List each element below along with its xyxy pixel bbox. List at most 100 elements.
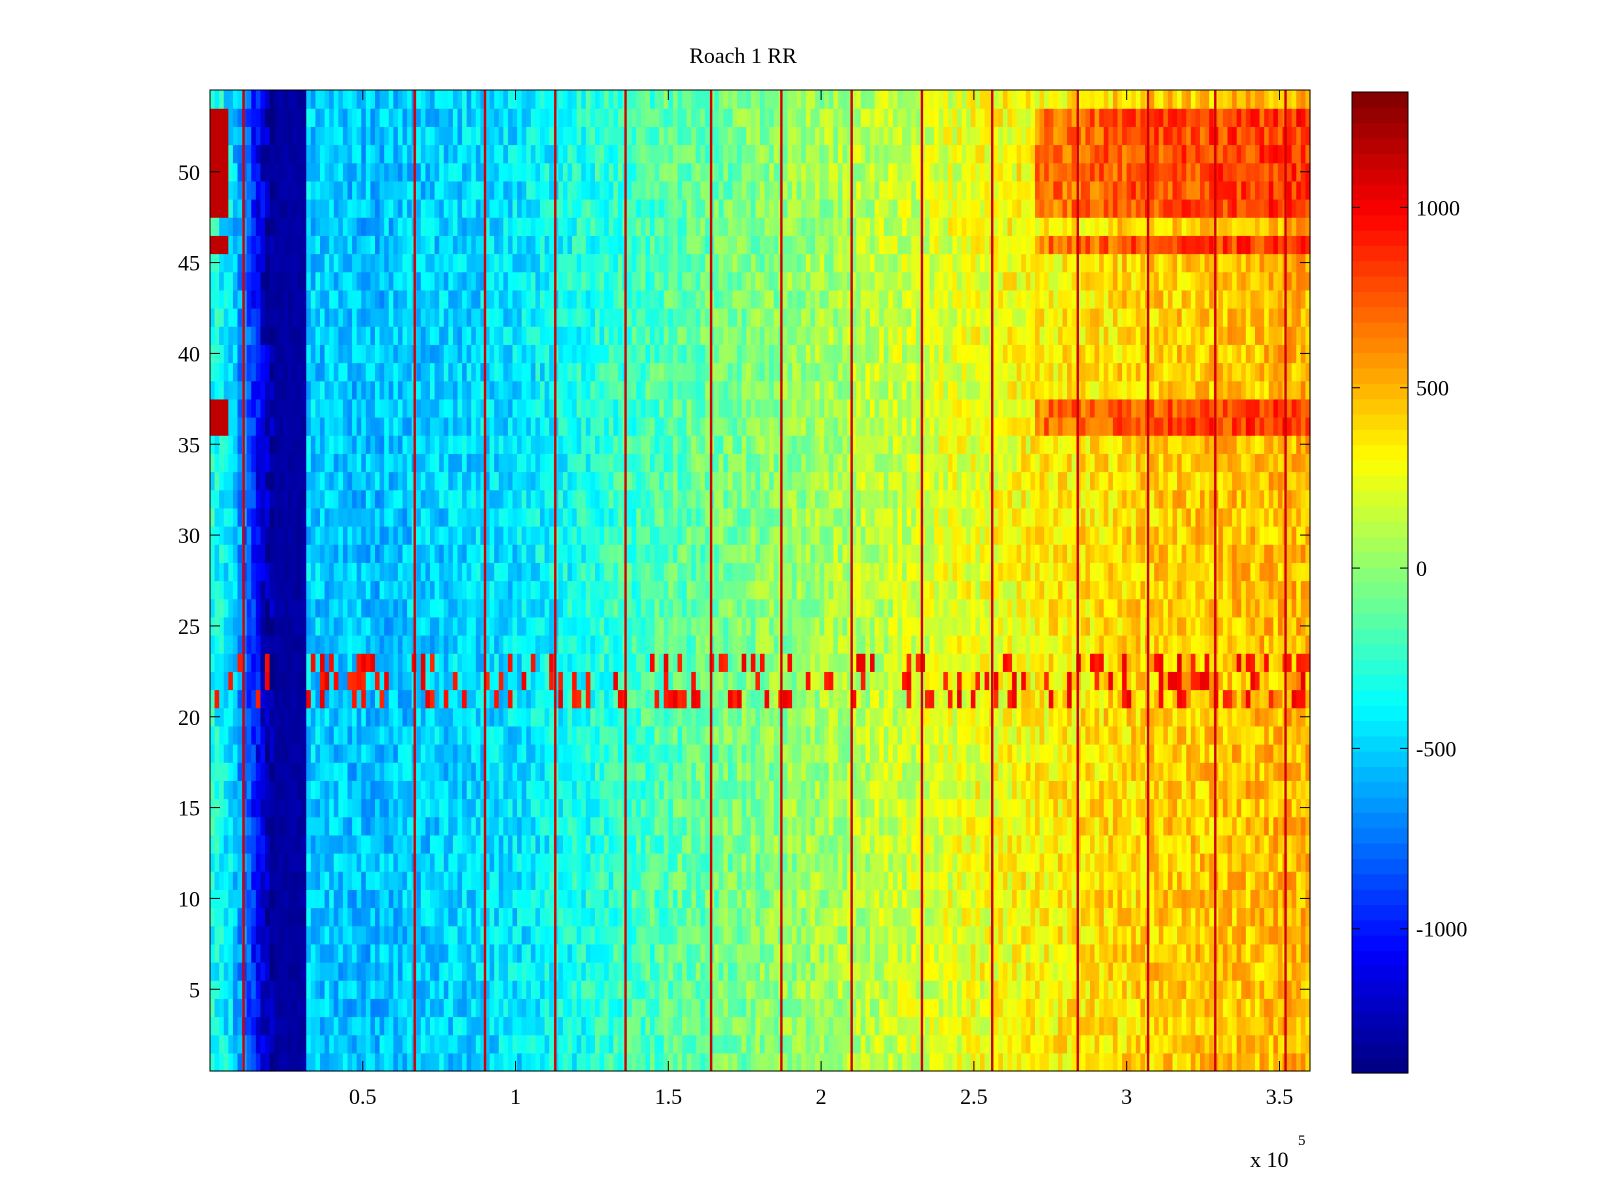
heatmap-cell [393, 943, 399, 963]
heatmap-cell [613, 980, 619, 999]
heatmap-cell [1025, 744, 1032, 763]
heatmap-cell [301, 707, 307, 727]
heatmap-cell [718, 744, 724, 763]
heatmap-cell [365, 834, 372, 854]
heatmap-cell [686, 725, 692, 745]
heatmap-cell [1080, 744, 1087, 763]
heatmap-cell [384, 744, 390, 763]
heatmap-cell [1200, 762, 1206, 781]
heatmap-cell [1108, 962, 1114, 981]
heatmap-cell [1135, 962, 1142, 981]
heatmap-cell [1122, 980, 1128, 999]
heatmap-cell [1131, 962, 1137, 981]
heatmap-cell [283, 889, 289, 909]
heatmap-cell [1140, 889, 1146, 909]
heatmap-cell [677, 689, 683, 709]
heatmap-cell [370, 1034, 376, 1054]
heatmap-cell [283, 1052, 289, 1072]
heatmap-cell [521, 744, 527, 763]
heatmap-cell [718, 780, 724, 800]
heatmap-cell [361, 1052, 367, 1072]
heatmap-cell [627, 998, 633, 1018]
heatmap-cell [489, 816, 495, 836]
heatmap-cell [416, 998, 422, 1018]
heatmap-cell [1117, 707, 1123, 727]
heatmap-cell [714, 925, 720, 945]
heatmap-cell [883, 943, 889, 963]
heatmap-cell [892, 707, 899, 727]
heatmap-cell [925, 1034, 931, 1054]
heatmap-cell [260, 1052, 266, 1072]
heatmap-cell [485, 725, 491, 745]
heatmap-cell [1122, 889, 1128, 909]
heatmap-cell [434, 762, 440, 781]
heatmap-cell [462, 744, 468, 763]
heatmap-cell [746, 907, 752, 927]
heatmap-cell [750, 943, 757, 963]
heatmap-cell [333, 816, 339, 836]
heatmap-cell [407, 853, 413, 872]
heatmap-cell [219, 998, 225, 1018]
heatmap-cell [993, 744, 999, 763]
heatmap-cell [860, 1052, 867, 1072]
heatmap-cell [526, 998, 532, 1018]
heatmap-cell [278, 907, 284, 927]
heatmap-cell [1287, 962, 1293, 981]
heatmap-cell [682, 798, 688, 818]
heatmap-cell [1190, 798, 1197, 818]
heatmap-cell [1264, 943, 1270, 963]
heatmap-cell [1021, 816, 1027, 836]
heatmap-cell [407, 725, 413, 745]
heatmap-cell [393, 1016, 399, 1036]
heatmap-cell [755, 925, 761, 945]
heatmap-cell [984, 1052, 990, 1072]
heatmap-cell [705, 834, 711, 854]
heatmap-cell [1163, 998, 1169, 1018]
heatmap-cell [329, 816, 335, 836]
heatmap-cell [732, 707, 738, 727]
heatmap-cell [860, 816, 867, 836]
heatmap-cell [902, 998, 908, 1018]
heatmap-cell [906, 798, 912, 818]
heatmap-cell [301, 889, 307, 909]
heatmap-cell [1287, 907, 1293, 927]
heatmap-cell [695, 762, 702, 781]
heatmap-cell [306, 871, 312, 890]
heatmap-cell [393, 725, 399, 745]
heatmap-cell [526, 816, 532, 836]
heatmap-cell [700, 780, 706, 800]
heatmap-cell [851, 816, 857, 836]
heatmap-cell [462, 853, 468, 872]
heatmap-cell [462, 798, 468, 818]
heatmap-cell [439, 871, 445, 890]
heatmap-cell [498, 1016, 504, 1036]
heatmap-cell [911, 907, 917, 927]
heatmap-cell [485, 780, 491, 800]
heatmap-cell [237, 907, 243, 927]
heatmap-cell [1025, 689, 1032, 709]
heatmap-cell [223, 725, 229, 745]
heatmap-cell [700, 725, 706, 745]
heatmap-cell [627, 689, 633, 709]
heatmap-cell [1268, 1034, 1274, 1054]
heatmap-cell [1163, 725, 1169, 745]
heatmap-cell [682, 780, 688, 800]
heatmap-cell [851, 925, 857, 945]
heatmap-cell [1112, 853, 1119, 872]
heatmap-cell [947, 798, 954, 818]
heatmap-cell [764, 998, 770, 1018]
heatmap-cell [938, 853, 944, 872]
heatmap-cell [746, 853, 752, 872]
heatmap-cell [1035, 834, 1041, 854]
heatmap-cell [796, 1016, 802, 1036]
heatmap-cell [342, 707, 349, 727]
heatmap-cell [1186, 925, 1192, 945]
heatmap-cell [475, 943, 482, 963]
heatmap-cell [705, 725, 711, 745]
heatmap-cell [847, 707, 853, 727]
heatmap-cell [613, 816, 619, 836]
heatmap-cell [1085, 1016, 1091, 1036]
heatmap-cell [228, 725, 234, 745]
heatmap-cell [934, 943, 940, 963]
heatmap-cell [581, 707, 587, 727]
